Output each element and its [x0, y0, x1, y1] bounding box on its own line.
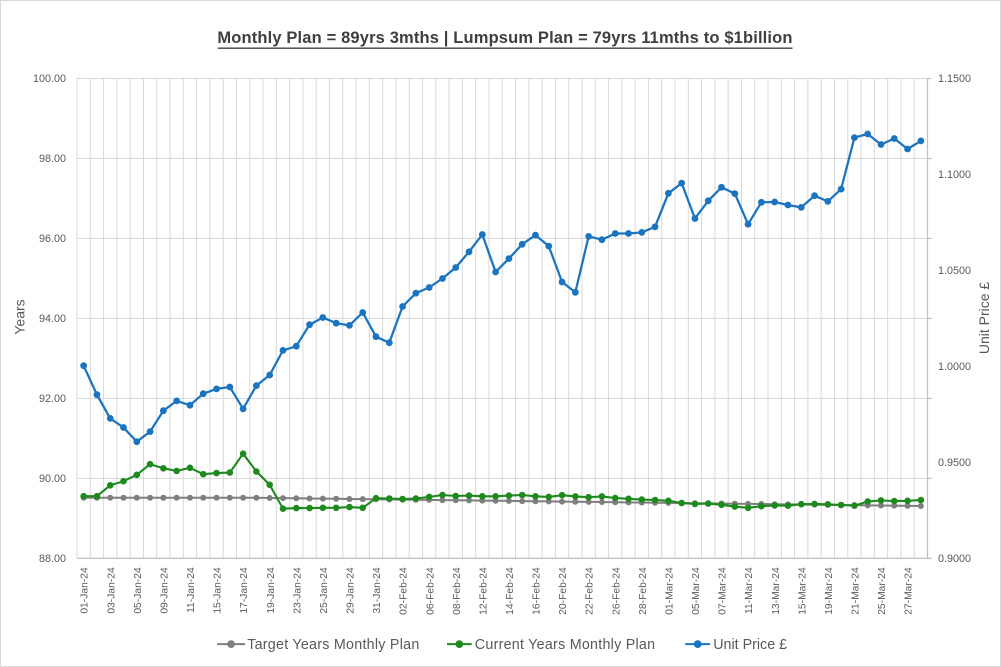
svg-text:28-Feb-24: 28-Feb-24 — [638, 567, 649, 615]
svg-text:08-Feb-24: 08-Feb-24 — [452, 567, 463, 615]
svg-text:0.9000: 0.9000 — [938, 553, 971, 565]
svg-text:17-Jan-24: 17-Jan-24 — [239, 567, 250, 614]
svg-text:21-Mar-24: 21-Mar-24 — [851, 567, 862, 615]
svg-text:100.00: 100.00 — [33, 73, 66, 85]
svg-text:1.1500: 1.1500 — [938, 73, 971, 85]
svg-text:12-Feb-24: 12-Feb-24 — [478, 567, 489, 615]
svg-text:09-Jan-24: 09-Jan-24 — [159, 567, 170, 614]
svg-text:25-Jan-24: 25-Jan-24 — [319, 567, 330, 614]
svg-text:19-Jan-24: 19-Jan-24 — [266, 567, 277, 614]
svg-text:11-Mar-24: 11-Mar-24 — [744, 567, 755, 614]
svg-text:13-Mar-24: 13-Mar-24 — [771, 567, 782, 615]
svg-text:07-Mar-24: 07-Mar-24 — [718, 567, 729, 615]
svg-text:Current Years Monthly Plan: Current Years Monthly Plan — [475, 637, 656, 653]
svg-text:23-Jan-24: 23-Jan-24 — [292, 567, 303, 614]
svg-text:05-Jan-24: 05-Jan-24 — [133, 567, 144, 614]
svg-text:0.9500: 0.9500 — [938, 457, 971, 469]
svg-text:90.00: 90.00 — [39, 473, 66, 485]
svg-text:02-Feb-24: 02-Feb-24 — [399, 567, 410, 615]
svg-text:01-Mar-24: 01-Mar-24 — [664, 567, 675, 615]
svg-text:05-Mar-24: 05-Mar-24 — [691, 567, 702, 615]
svg-text:20-Feb-24: 20-Feb-24 — [558, 567, 569, 615]
svg-text:1.0000: 1.0000 — [938, 361, 971, 373]
svg-text:03-Jan-24: 03-Jan-24 — [106, 567, 117, 614]
svg-text:06-Feb-24: 06-Feb-24 — [425, 567, 436, 615]
svg-text:88.00: 88.00 — [39, 553, 66, 565]
svg-text:Target Years Monthly Plan: Target Years Monthly Plan — [247, 637, 419, 653]
svg-text:11-Jan-24: 11-Jan-24 — [186, 567, 197, 613]
svg-text:01-Jan-24: 01-Jan-24 — [80, 567, 91, 614]
svg-text:Years: Years — [12, 299, 28, 334]
svg-text:15-Mar-24: 15-Mar-24 — [797, 567, 808, 615]
svg-text:26-Feb-24: 26-Feb-24 — [611, 567, 622, 615]
svg-text:Unit Price £: Unit Price £ — [713, 637, 787, 653]
svg-text:15-Jan-24: 15-Jan-24 — [213, 567, 224, 614]
svg-text:25-Mar-24: 25-Mar-24 — [877, 567, 888, 615]
svg-text:Unit Price £: Unit Price £ — [976, 282, 992, 355]
svg-text:94.00: 94.00 — [39, 313, 66, 325]
svg-text:Monthly Plan = 89yrs 3mths | L: Monthly Plan = 89yrs 3mths | Lumpsum Pla… — [217, 29, 792, 47]
svg-text:31-Jan-24: 31-Jan-24 — [372, 567, 383, 614]
svg-text:98.00: 98.00 — [39, 153, 66, 165]
svg-text:29-Jan-24: 29-Jan-24 — [346, 567, 357, 614]
svg-text:14-Feb-24: 14-Feb-24 — [505, 567, 516, 615]
svg-text:92.00: 92.00 — [39, 393, 66, 405]
svg-text:16-Feb-24: 16-Feb-24 — [532, 567, 543, 615]
svg-text:96.00: 96.00 — [39, 233, 66, 245]
svg-text:27-Mar-24: 27-Mar-24 — [904, 567, 915, 615]
svg-text:22-Feb-24: 22-Feb-24 — [585, 567, 596, 615]
svg-text:1.1000: 1.1000 — [938, 169, 971, 181]
svg-text:19-Mar-24: 19-Mar-24 — [824, 567, 835, 615]
svg-text:1.0500: 1.0500 — [938, 265, 971, 277]
